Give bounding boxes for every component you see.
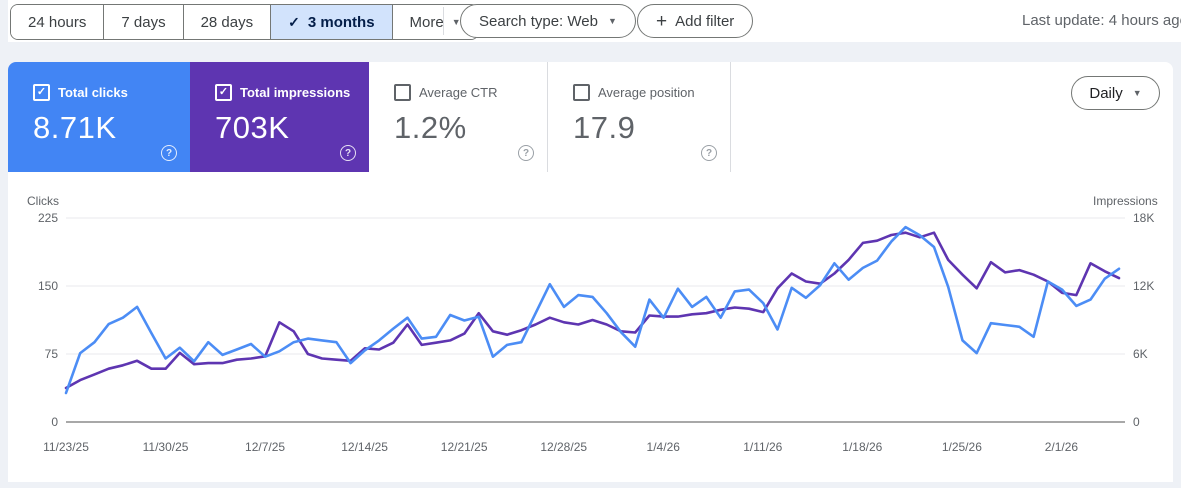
left-axis-title: Clicks	[27, 194, 59, 208]
add-filter-label: Add filter	[675, 12, 735, 30]
right-axis-title: Impressions	[1093, 194, 1158, 208]
date-range-segmented-control: 24 hours 7 days 28 days ✓ 3 months More …	[10, 4, 479, 40]
card-value: 17.9	[573, 110, 636, 145]
card-label: Average CTR	[419, 85, 498, 100]
search-type-dropdown[interactable]: Search type: Web ▼	[460, 4, 636, 38]
range-3-months-button[interactable]: ✓ 3 months	[270, 5, 392, 39]
checkbox-checked-icon[interactable]: ✓	[33, 84, 50, 101]
x-axis-tick-label: 1/4/26	[646, 440, 680, 454]
card-label: Total impressions	[240, 85, 351, 100]
card-header: Average position	[573, 84, 730, 101]
card-value: 1.2%	[394, 110, 467, 145]
average-ctr-card[interactable]: Average CTR 1.2% ?	[369, 62, 548, 172]
x-axis-tick-label: 2/1/26	[1044, 440, 1079, 454]
range-label: 7 days	[121, 13, 166, 31]
y-axis-tick-label: 150	[37, 279, 58, 293]
total-impressions-card[interactable]: ✓ Total impressions 703K ?	[190, 62, 369, 172]
range-24-hours-button[interactable]: 24 hours	[11, 5, 104, 39]
chevron-down-icon: ▼	[607, 15, 617, 26]
range-7-days-button[interactable]: 7 days	[103, 5, 183, 39]
range-label: 28 days	[200, 13, 254, 31]
check-icon: ✓	[218, 86, 229, 98]
help-icon[interactable]: ?	[518, 145, 534, 161]
checkbox-checked-icon[interactable]: ✓	[215, 84, 232, 101]
x-axis-tick-label: 11/30/25	[142, 440, 189, 454]
x-axis-tick-label: 12/21/25	[440, 440, 488, 454]
y-axis-tick-label: 0	[51, 415, 58, 429]
card-header: ✓ Total clicks	[33, 84, 190, 101]
granularity-label: Daily	[1089, 84, 1123, 102]
check-icon: ✓	[36, 86, 47, 98]
y-axis-tick-label: 75	[44, 347, 58, 361]
more-label: More	[409, 13, 444, 31]
checkbox-unchecked-icon[interactable]	[394, 84, 411, 101]
card-label: Total clicks	[58, 85, 128, 100]
last-update-text: Last update: 4 hours ago	[1022, 12, 1181, 29]
x-axis-tick-label: 11/23/25	[43, 440, 89, 454]
toolbar-divider	[443, 7, 444, 35]
x-axis-tick-label: 1/11/26	[743, 440, 783, 454]
y-axis-tick-label: 12K	[1133, 279, 1155, 293]
range-label: 3 months	[307, 13, 375, 31]
help-icon[interactable]: ?	[161, 145, 177, 161]
add-filter-button[interactable]: + Add filter	[637, 4, 754, 38]
chevron-down-icon: ▼	[451, 16, 461, 27]
x-axis-tick-label: 1/25/26	[941, 440, 982, 454]
y-axis-tick-label: 18K	[1133, 211, 1155, 225]
x-axis-tick-label: 12/28/25	[540, 440, 588, 454]
card-header: Average CTR	[394, 84, 547, 101]
card-header: ✓ Total impressions	[215, 84, 369, 101]
chevron-down-icon: ▼	[1132, 87, 1142, 98]
search-type-label: Search type: Web	[479, 12, 598, 30]
filter-toolbar: 24 hours 7 days 28 days ✓ 3 months More …	[8, 0, 1181, 42]
range-28-days-button[interactable]: 28 days	[182, 5, 271, 39]
y-axis-tick-label: 0	[1133, 415, 1140, 429]
range-label: 24 hours	[28, 13, 87, 31]
granularity-dropdown[interactable]: Daily ▼	[1071, 76, 1160, 110]
help-icon[interactable]: ?	[701, 145, 717, 161]
metric-cards-row: ✓ Total clicks 8.71K ? ✓ Total impressio…	[8, 62, 731, 172]
total-clicks-card[interactable]: ✓ Total clicks 8.71K ?	[8, 62, 190, 172]
plus-icon: +	[656, 10, 668, 32]
help-icon[interactable]: ?	[340, 145, 356, 161]
y-axis-tick-label: 225	[37, 211, 58, 225]
card-label: Average position	[598, 85, 695, 100]
check-icon: ✓	[288, 13, 300, 30]
x-axis-tick-label: 12/14/25	[341, 440, 388, 454]
checkbox-unchecked-icon[interactable]	[573, 84, 590, 101]
average-position-card[interactable]: Average position 17.9 ?	[548, 62, 731, 172]
x-axis-tick-label: 12/7/25	[245, 440, 286, 454]
card-value: 8.71K	[33, 110, 117, 145]
y-axis-tick-label: 6K	[1133, 347, 1148, 361]
x-axis-tick-label: 1/18/26	[842, 440, 883, 454]
card-value: 703K	[215, 110, 290, 145]
